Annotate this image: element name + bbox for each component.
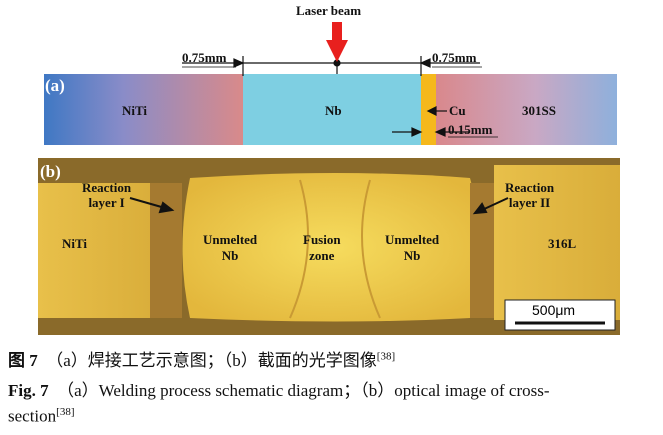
dim-right-label: 0.75mm — [432, 50, 477, 65]
panel-b-label: (b) — [40, 162, 61, 181]
caption-en-text: （a）Welding process schematic diagram；（b）… — [57, 381, 550, 400]
reaction-layer-1-label: Reaction layer I — [82, 180, 132, 210]
optical-micrograph — [38, 158, 620, 335]
dim-left-label: 0.75mm — [182, 50, 227, 65]
caption-cn-text: （a）焊接工艺示意图；（b）截面的光学图像 — [46, 351, 377, 370]
panel-a-label: (a) — [45, 76, 65, 95]
niti-region — [44, 74, 243, 145]
caption-cn: 图 7 （a）焊接工艺示意图；（b）截面的光学图像[38] — [8, 346, 395, 371]
ss-region — [436, 74, 617, 145]
316l-label: 316L — [548, 236, 577, 251]
ss-label: 301SS — [522, 103, 556, 118]
caption-cn-fig: 图 7 — [8, 351, 38, 370]
caption-en-text2: section — [8, 406, 57, 426]
schematic-diagram — [44, 22, 617, 145]
niti-region-label: NiTi — [62, 236, 88, 251]
laser-label: Laser beam — [296, 3, 362, 18]
nb-region — [243, 74, 421, 145]
scale-bar-label: 500μm — [532, 302, 576, 318]
caption-en-line2: section[38] — [8, 406, 74, 427]
reaction-layer-2-label: Reaction layer II — [505, 180, 555, 210]
unmelted-nb-left-label: Unmelted Nb — [203, 232, 258, 263]
cu-region — [421, 74, 436, 145]
unmelted-nb-right-label: Unmelted Nb — [385, 232, 440, 263]
fusion-zone-label: Fusion zone — [303, 232, 341, 263]
caption-en-fig: Fig. 7 — [8, 381, 49, 400]
cu-label: Cu — [449, 103, 466, 118]
dim-cu-label: 0.15mm — [448, 122, 493, 137]
laser-arrow-icon — [326, 22, 348, 62]
nb-label: Nb — [325, 103, 342, 118]
caption-en: Fig. 7 （a）Welding process schematic diag… — [8, 376, 550, 401]
caption-cn-ref: [38] — [376, 350, 396, 363]
caption-en-ref: [38] — [56, 406, 75, 418]
niti-label: NiTi — [122, 103, 148, 118]
